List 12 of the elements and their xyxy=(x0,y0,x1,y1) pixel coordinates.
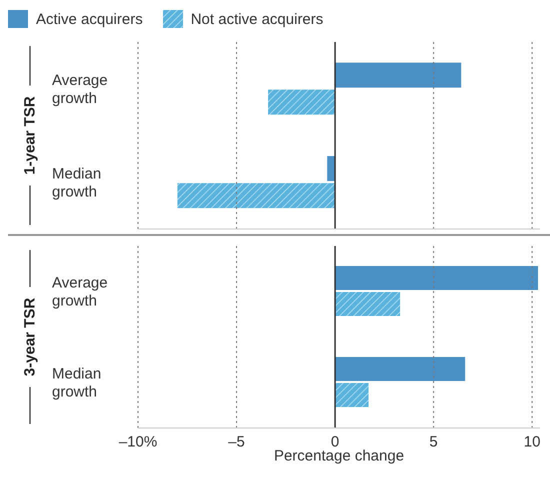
x-tick-label: 10 xyxy=(524,434,540,451)
legend-label: Active acquirers xyxy=(36,10,143,28)
x-tick-label: –10% xyxy=(118,434,158,451)
legend-label: Not active acquirers xyxy=(190,10,324,28)
y-axis-title: 1-year TSR xyxy=(22,96,38,175)
x-tick-label: 5 xyxy=(429,434,438,451)
category-label: Average growth xyxy=(52,274,108,310)
category-label: Median growth xyxy=(52,165,102,200)
category-label: Average growth xyxy=(52,72,108,107)
category-label: Median growth xyxy=(52,366,102,400)
y-axis-title: 3-year TSR xyxy=(22,298,38,376)
x-tick-label: –5 xyxy=(228,434,245,451)
